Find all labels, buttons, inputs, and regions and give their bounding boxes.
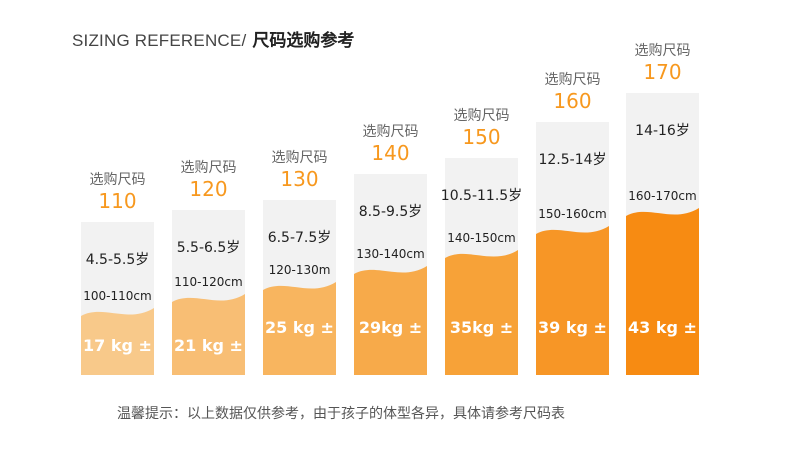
size-label: 选购尺码 [272, 150, 328, 166]
title-chinese: 尺码选购参考 [252, 31, 355, 51]
size-value: 150 [462, 125, 500, 149]
footer-note: 温馨提示：以上数据仅供参考，由于孩子的体型各异，具体请参考尺码表 [117, 406, 565, 422]
weight-bar [626, 208, 699, 375]
weight-value: 35kg ± [450, 318, 513, 337]
height-range: 140-150cm [447, 231, 515, 245]
age-range: 12.5-14岁 [538, 152, 606, 168]
size-label: 选购尺码 [545, 72, 601, 88]
size-value: 120 [189, 177, 227, 201]
weight-value: 25 kg ± [265, 318, 334, 337]
size-label: 选购尺码 [454, 108, 510, 124]
size-label: 选购尺码 [90, 172, 146, 188]
weight-bar [445, 250, 518, 375]
size-label: 选购尺码 [363, 124, 419, 140]
weight-value: 43 kg ± [628, 318, 697, 337]
title-english: SIZING REFERENCE/ [72, 31, 247, 50]
weight-value: 21 kg ± [174, 336, 243, 355]
size-value: 140 [371, 141, 409, 165]
weight-value: 17 kg ± [83, 336, 152, 355]
size-value: 110 [98, 189, 136, 213]
height-range: 100-110cm [83, 289, 151, 303]
age-range: 10.5-11.5岁 [441, 188, 522, 204]
size-value: 170 [643, 60, 681, 84]
weight-value: 29kg ± [359, 318, 422, 337]
weight-bar [536, 226, 609, 375]
height-range: 120-130m [269, 263, 331, 277]
age-range: 8.5-9.5岁 [359, 204, 423, 220]
age-range: 14-16岁 [635, 123, 690, 139]
size-label: 选购尺码 [635, 43, 691, 59]
weight-bar [354, 266, 427, 375]
weight-bar [172, 294, 245, 375]
height-range: 130-140cm [356, 247, 424, 261]
size-value: 130 [280, 167, 318, 191]
weight-bar [81, 308, 154, 375]
height-range: 150-160cm [538, 207, 606, 221]
age-range: 4.5-5.5岁 [86, 252, 150, 268]
age-range: 6.5-7.5岁 [268, 230, 332, 246]
height-range: 110-120cm [174, 275, 242, 289]
height-range: 160-170cm [628, 189, 696, 203]
chart-title: SIZING REFERENCE/尺码选购参考 [72, 26, 354, 51]
size-value: 160 [553, 89, 591, 113]
weight-bar [263, 282, 336, 375]
age-range: 5.5-6.5岁 [177, 240, 241, 256]
weight-value: 39 kg ± [538, 318, 607, 337]
size-label: 选购尺码 [181, 160, 237, 176]
